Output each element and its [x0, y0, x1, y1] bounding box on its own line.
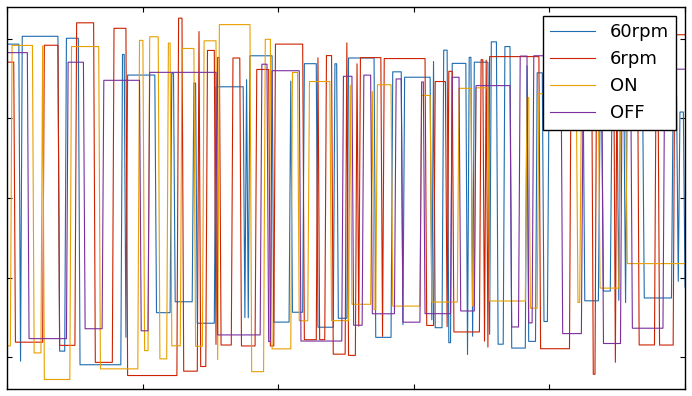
OFF — [224, 333, 232, 337]
6rpm — [227, 343, 235, 347]
60rpm — [275, 320, 283, 324]
60rpm — [227, 84, 235, 89]
OFF — [495, 83, 504, 88]
OFF — [492, 83, 500, 88]
6rpm — [84, 21, 93, 25]
6rpm — [499, 54, 507, 59]
60rpm — [495, 342, 504, 346]
6rpm — [681, 32, 689, 37]
60rpm — [432, 326, 441, 330]
OFF — [84, 326, 93, 331]
6rpm — [174, 16, 183, 21]
ON — [215, 22, 224, 27]
60rpm — [3, 42, 11, 46]
ON — [3, 344, 11, 348]
OFF — [681, 67, 689, 72]
OFF — [599, 341, 608, 346]
OFF — [271, 69, 280, 73]
6rpm — [123, 373, 131, 378]
ON — [499, 299, 507, 303]
60rpm — [76, 362, 84, 367]
60rpm — [681, 285, 689, 289]
ON — [40, 377, 48, 382]
60rpm — [18, 34, 26, 39]
60rpm — [88, 362, 96, 367]
ON — [681, 261, 689, 266]
Legend: 60rpm, 6rpm, ON, OFF: 60rpm, 6rpm, ON, OFF — [543, 16, 676, 129]
ON — [495, 299, 504, 303]
Line: 6rpm: 6rpm — [7, 18, 685, 375]
Line: 60rpm: 60rpm — [7, 36, 685, 365]
OFF — [3, 50, 11, 55]
ON — [275, 346, 283, 351]
ON — [227, 22, 235, 27]
OFF — [429, 311, 437, 316]
6rpm — [432, 79, 441, 84]
ON — [86, 44, 94, 49]
6rpm — [275, 42, 283, 46]
6rpm — [495, 54, 504, 59]
Line: ON: ON — [7, 25, 685, 379]
Line: OFF: OFF — [7, 53, 685, 343]
60rpm — [499, 342, 507, 346]
6rpm — [3, 60, 11, 65]
ON — [432, 300, 441, 305]
